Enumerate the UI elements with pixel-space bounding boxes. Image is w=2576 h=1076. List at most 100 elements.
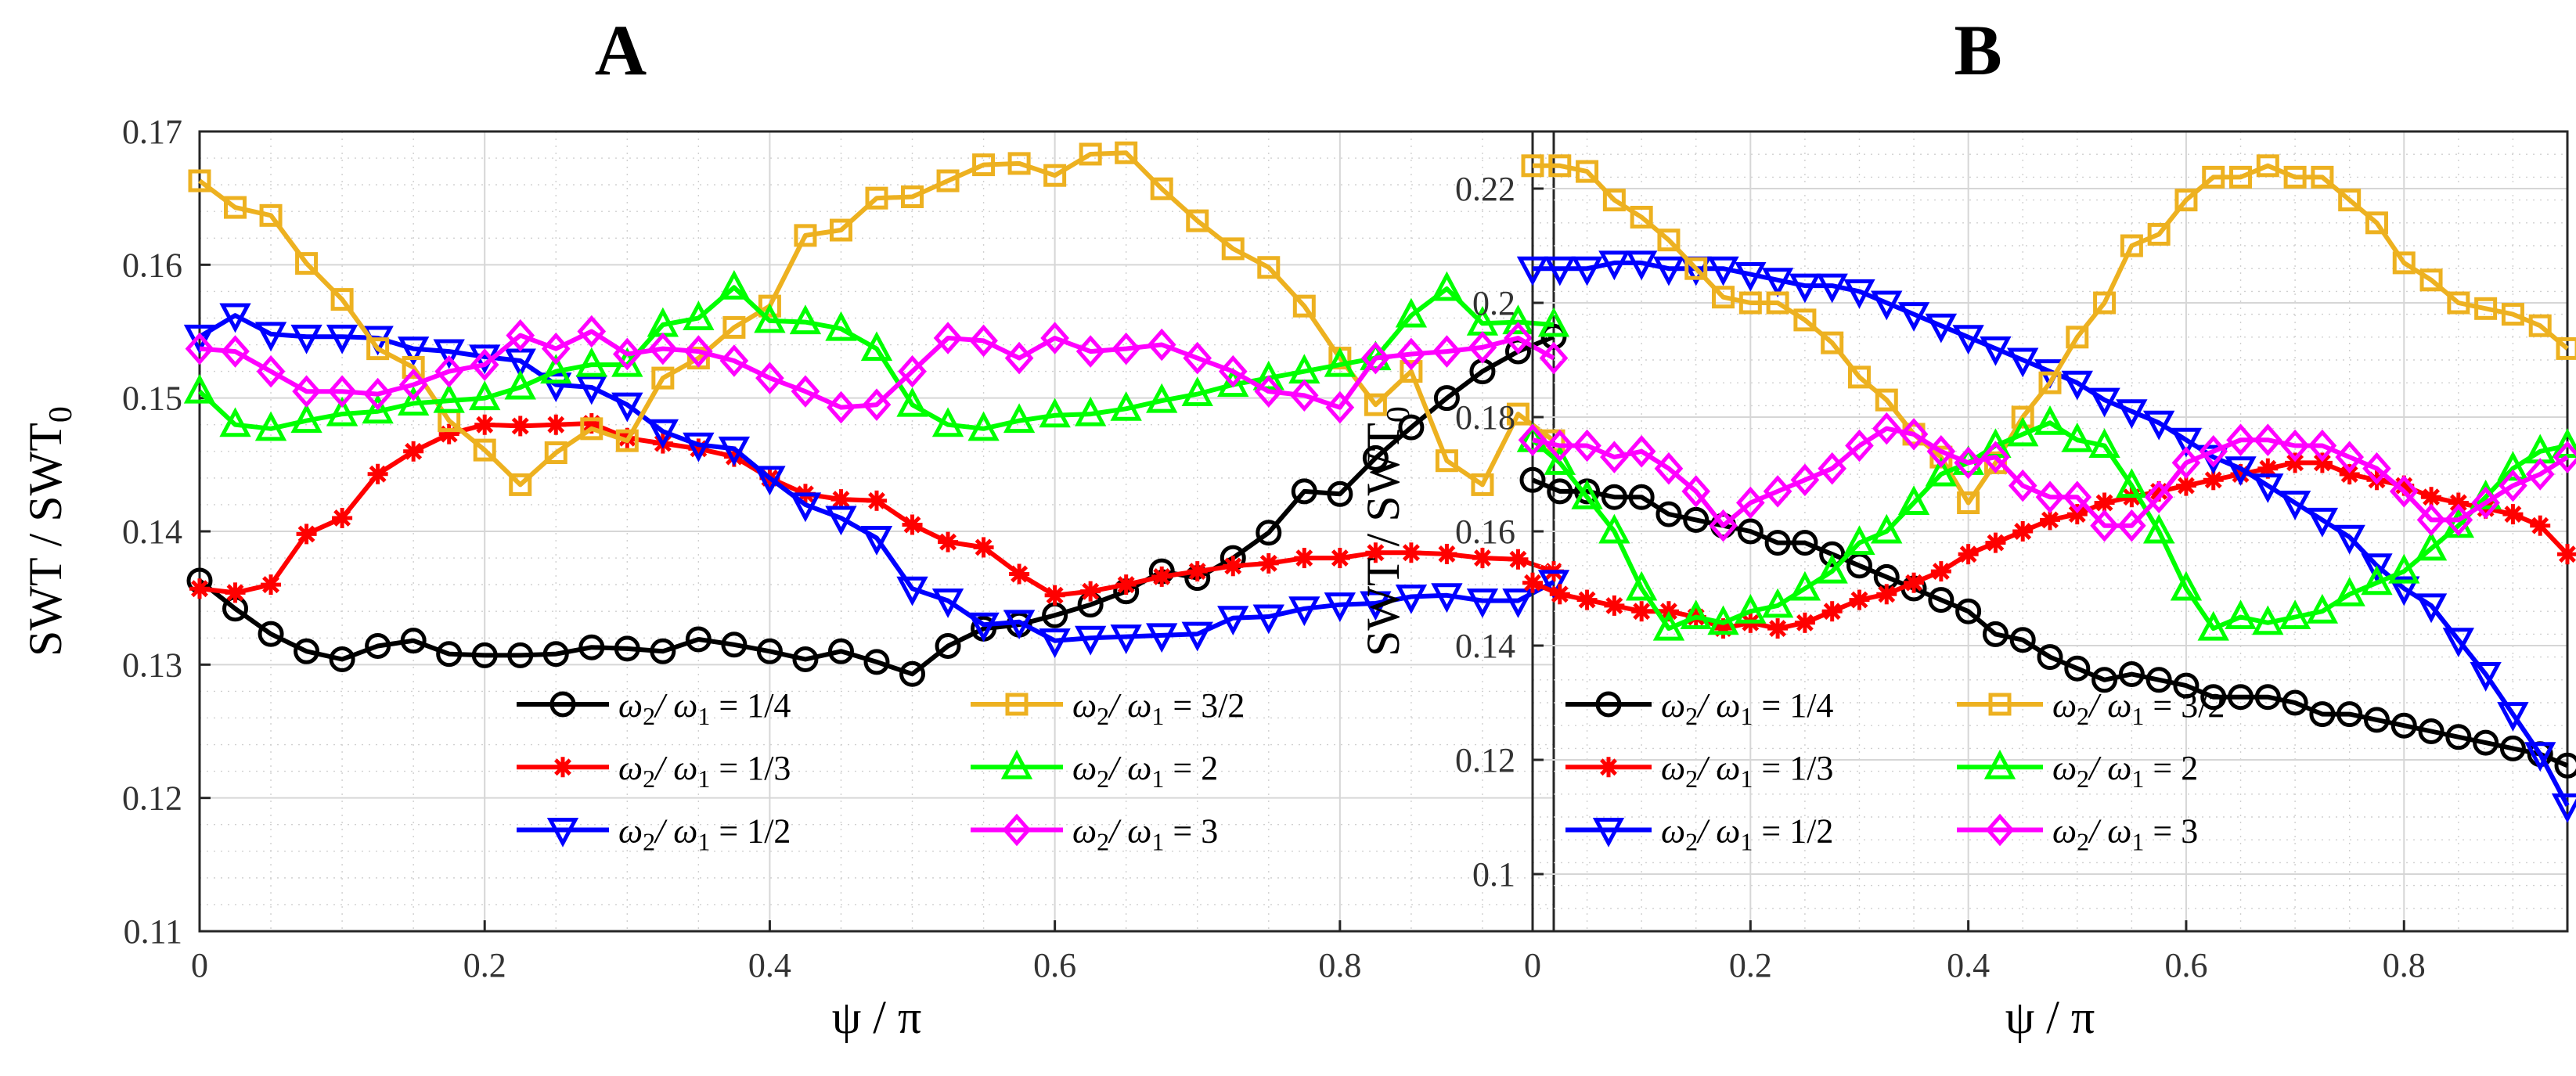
data-point — [1712, 286, 1735, 309]
data-point — [1982, 621, 2009, 647]
series-4 — [1521, 154, 2576, 514]
data-point — [1254, 375, 1284, 408]
series-line — [198, 150, 1555, 488]
data-point — [259, 203, 283, 227]
data-point — [1544, 256, 1576, 286]
data-point — [1395, 584, 1428, 614]
legend: ω2/ ω1 = 1/4 ω2/ ω1 = 1/3 ω2/ ω1 = 1/2 ω2/ … — [1565, 686, 2225, 855]
data-point — [1396, 337, 1426, 371]
data-point — [362, 394, 394, 424]
x-tick-label: 0 — [191, 946, 208, 984]
data-point — [2118, 661, 2145, 687]
data-point — [1761, 588, 1794, 618]
x-tick-label: 0.8 — [2383, 946, 2426, 984]
data-point — [863, 649, 890, 675]
data-point — [1074, 396, 1107, 426]
data-point — [1288, 596, 1320, 627]
data-point — [2034, 405, 2066, 435]
data-point — [789, 304, 822, 335]
data-point — [544, 441, 567, 465]
legend-marker — [1595, 691, 1622, 718]
panel-label: B — [1954, 10, 2001, 90]
data-point — [261, 574, 282, 596]
data-point — [575, 347, 607, 377]
legend-item: ω2/ ω1 = 1/4 — [517, 686, 791, 730]
data-point — [1789, 570, 1821, 601]
data-point — [2009, 627, 2036, 653]
data-point — [1147, 328, 1176, 362]
data-point — [2285, 452, 2306, 473]
data-point — [1654, 452, 1684, 485]
data-point — [1707, 256, 1739, 286]
data-point — [2252, 473, 2284, 503]
data-point — [2445, 724, 2472, 750]
data-point — [2171, 446, 2201, 480]
data-point — [1598, 513, 1630, 544]
data-point — [1845, 429, 1874, 462]
data-point — [2365, 211, 2388, 235]
data-point — [258, 621, 284, 647]
data-point — [1436, 543, 1457, 564]
data-point — [2256, 154, 2279, 178]
data-point — [1361, 341, 1390, 375]
data-point — [1075, 335, 1105, 368]
data-point — [1707, 605, 1739, 635]
data-point — [1981, 441, 2010, 473]
data-point — [2226, 423, 2255, 456]
data-point — [2254, 684, 2281, 711]
data-point — [899, 660, 926, 687]
legend-item: ω2/ ω1 = 2 — [971, 749, 1218, 793]
data-point — [2339, 464, 2360, 484]
data-point — [509, 473, 532, 496]
data-point — [2556, 336, 2576, 360]
data-point — [254, 322, 287, 352]
data-point — [295, 252, 319, 275]
data-point — [2008, 469, 2037, 502]
data-point — [2257, 458, 2279, 479]
data-point — [1115, 574, 1137, 596]
data-point — [1657, 229, 1681, 252]
data-point — [1522, 572, 1543, 593]
legend-marker — [1983, 749, 2016, 779]
data-point — [1576, 160, 1599, 183]
data-point — [1738, 291, 1762, 315]
data-point — [1472, 548, 1493, 569]
data-point — [967, 411, 1000, 441]
y-tick-label: 0.16 — [1455, 513, 1515, 551]
data-point — [2253, 423, 2282, 456]
legend-label: ω2/ ω1 = 3/2 — [2052, 686, 2225, 730]
data-point — [541, 332, 571, 365]
legend-item: ω2/ ω1 = 1/3 — [517, 749, 791, 793]
data-point — [1324, 592, 1356, 622]
data-point — [290, 324, 322, 354]
data-point — [1111, 332, 1141, 365]
x-tick-label: 0.2 — [1729, 946, 1772, 984]
data-point — [1952, 325, 1984, 355]
data-point — [683, 300, 715, 330]
data-point — [2551, 793, 2576, 823]
data-point — [1600, 441, 1629, 473]
data-point — [1519, 466, 1546, 493]
data-point — [614, 635, 640, 662]
data-point — [1080, 581, 1101, 602]
data-point — [2279, 599, 2311, 629]
data-point — [2309, 701, 2336, 728]
data-point — [611, 392, 643, 423]
data-point — [2120, 234, 2143, 257]
data-point — [1930, 561, 1951, 582]
series-line — [1532, 426, 2569, 528]
data-point — [1980, 336, 2012, 366]
data-point — [577, 315, 607, 348]
data-point — [1506, 402, 1529, 426]
data-point — [363, 377, 392, 411]
data-point — [2442, 628, 2475, 658]
data-point — [1398, 414, 1425, 441]
data-point — [2499, 735, 2526, 761]
data-point — [1007, 152, 1031, 175]
data-point — [504, 369, 536, 400]
data-point — [2202, 165, 2225, 189]
data-point — [719, 344, 749, 377]
y-tick-label: 0.14 — [122, 513, 182, 551]
data-point — [1217, 606, 1249, 636]
data-point — [1009, 563, 1030, 585]
